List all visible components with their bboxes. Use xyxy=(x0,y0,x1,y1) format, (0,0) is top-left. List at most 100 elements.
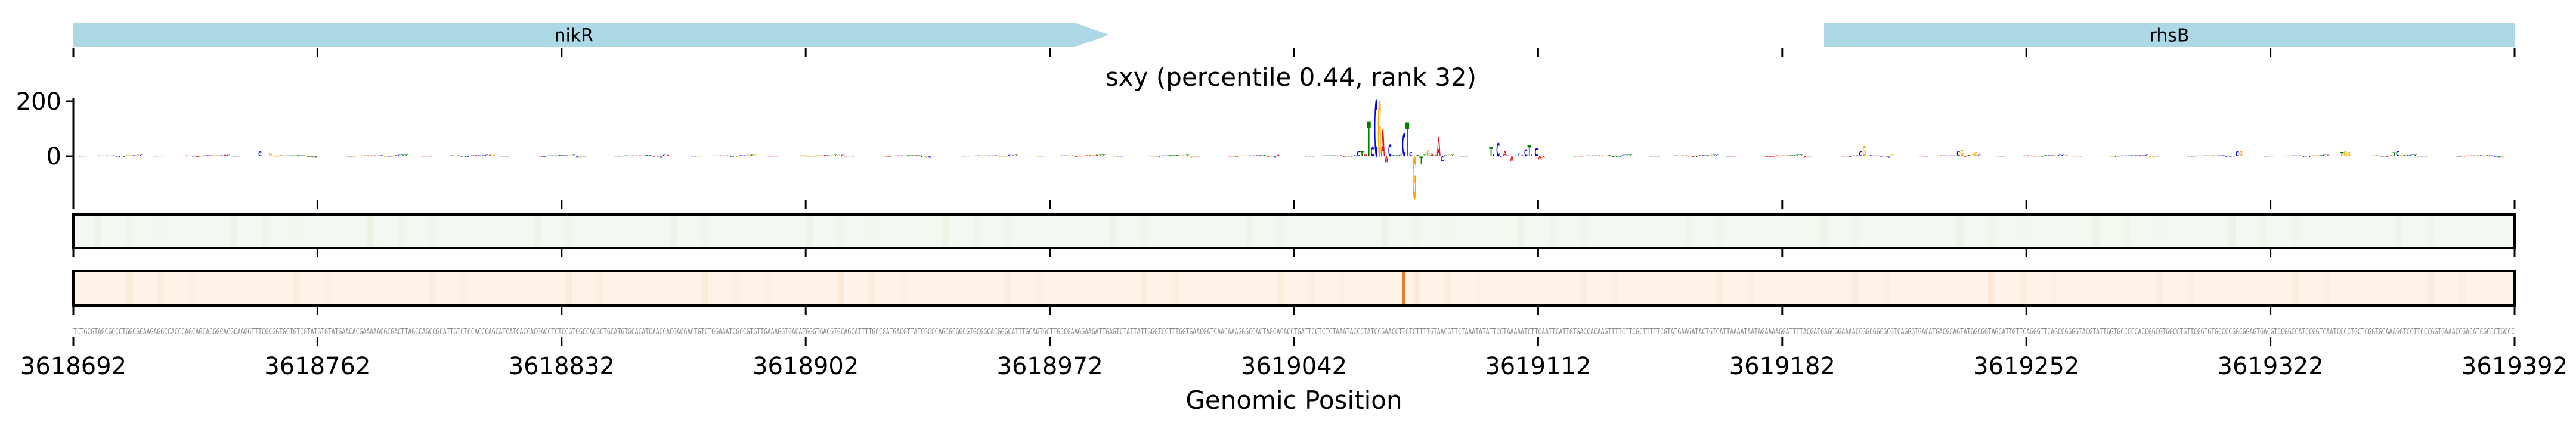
logo-letter-T: T xyxy=(321,156,325,157)
logo-letter-T: T xyxy=(1015,154,1019,157)
logo-letter-C: C xyxy=(202,156,206,157)
logo-letter-T: T xyxy=(834,154,838,157)
logo-letter-G: G xyxy=(2462,156,2466,157)
logo-letter-G: G xyxy=(1677,156,1681,157)
track-1-signal xyxy=(1716,214,1723,248)
logo-letter-C: C xyxy=(2058,154,2062,157)
logo-letter-A: A xyxy=(332,156,336,157)
logo-letter-C: C xyxy=(1622,154,1626,157)
track-2-signal xyxy=(1004,271,1012,306)
logo-letter-G: G xyxy=(2068,156,2072,157)
logo-letter-T: T xyxy=(279,156,283,157)
logo-letter-C: C xyxy=(2487,155,2490,157)
logo-letter-C: C xyxy=(631,156,635,157)
logo-letter-G: G xyxy=(2054,155,2058,157)
logo-letter-C: C xyxy=(1535,147,1538,159)
x-tick-label: 3618902 xyxy=(753,353,859,380)
logo-letter-A: A xyxy=(687,156,691,157)
logo-letter-C: C xyxy=(478,155,481,157)
logo-letter-A: A xyxy=(1692,156,1696,157)
logo-letter-C: C xyxy=(2382,156,2386,157)
logo-letter-C: C xyxy=(732,156,736,157)
logo-letter-A: A xyxy=(642,155,646,156)
logo-letter-G: G xyxy=(1203,156,1207,157)
logo-letter-G: G xyxy=(837,155,841,157)
track-2-signal xyxy=(1172,271,1179,306)
logo-letter-G: G xyxy=(2201,156,2205,157)
logo-letter-G: G xyxy=(244,156,248,157)
logo-letter-G: G xyxy=(2312,155,2316,157)
track-1-signal xyxy=(2228,214,2236,248)
logo-letter-A: A xyxy=(1964,156,1968,158)
logo-letter-C: C xyxy=(994,155,998,156)
logo-letter-C: C xyxy=(2131,155,2135,156)
logo-letter-A: A xyxy=(634,156,639,157)
logo-letter-G: G xyxy=(2072,156,2075,157)
logo-letter-G: G xyxy=(384,156,388,158)
logo-letter-G: G xyxy=(2037,156,2041,157)
logo-letter-C: C xyxy=(419,156,422,157)
logo-letter-A: A xyxy=(509,156,513,157)
gene-annotation-track: nikR rhsB xyxy=(73,23,2515,47)
track-1-signal xyxy=(1140,214,1148,248)
track-2-signal xyxy=(2155,271,2163,306)
logo-letter-T: T xyxy=(2319,154,2323,157)
logo-letter-C: C xyxy=(2420,156,2424,157)
logo-letter-A: A xyxy=(1465,156,1469,157)
logo-letter-T: T xyxy=(1416,155,1420,157)
logo-letter-A: A xyxy=(652,156,657,158)
logo-letter-C: C xyxy=(2424,156,2428,157)
logo-letter-C: C xyxy=(2218,155,2222,156)
track-2-signal xyxy=(2459,271,2466,306)
logo-letter-A: A xyxy=(1085,155,1089,157)
track-2-signal xyxy=(429,271,436,306)
track-2-signal xyxy=(125,271,133,306)
logo-letter-A: A xyxy=(237,156,242,157)
logo-letter-A: A xyxy=(2326,154,2330,157)
logo-letter-C: C xyxy=(2222,155,2225,156)
logo-letter-A: A xyxy=(1301,156,1305,157)
logo-letter-G: G xyxy=(711,156,715,157)
logo-letter-C: C xyxy=(1388,141,1392,160)
logo-letter-C: C xyxy=(1880,156,1884,158)
track-2-signal xyxy=(492,271,499,306)
logo-letter-C: C xyxy=(119,156,122,157)
logo-letter-G: G xyxy=(2431,156,2435,157)
logo-letter-A: A xyxy=(1109,156,1113,157)
logo-letter-A: A xyxy=(1900,156,1905,157)
logo-letter-G: G xyxy=(1688,156,1692,157)
logo-letter-G: G xyxy=(569,155,573,157)
logo-letter-G: G xyxy=(830,155,834,157)
logo-letter-A: A xyxy=(677,156,681,157)
logo-letter-G: G xyxy=(2343,150,2347,158)
logo-letter-C: C xyxy=(1632,156,1636,157)
logo-letter-T: T xyxy=(1615,156,1619,158)
logo-letter-G: G xyxy=(2347,151,2351,157)
logo-letter-A: A xyxy=(2298,156,2302,157)
logo-letter-T: T xyxy=(2333,156,2337,157)
logo-letter-T: T xyxy=(2403,155,2407,157)
logo-letter-G: G xyxy=(1036,156,1039,157)
logo-letter-C: C xyxy=(1200,156,1203,157)
chart-title: sxy (percentile 0.44, rank 32) xyxy=(1106,63,1476,92)
logo-letter-A: A xyxy=(1095,155,1099,157)
logo-letter-G: G xyxy=(2271,156,2274,157)
logo-letter-C: C xyxy=(1517,153,1521,157)
logo-letter-C: C xyxy=(1249,156,1252,157)
logo-letter-A: A xyxy=(1768,156,1772,157)
logo-letter-C: C xyxy=(1290,156,1294,157)
logo-letter-A: A xyxy=(1507,156,1511,157)
logo-letter-C: C xyxy=(1493,153,1496,157)
logo-letter-G: G xyxy=(230,156,234,157)
logo-letter-C: C xyxy=(349,156,352,157)
y-tick-label: 0 xyxy=(47,143,61,170)
track-2-signal xyxy=(1779,271,1786,306)
track-1-signal xyxy=(1852,214,1859,248)
logo-letter-G: G xyxy=(157,156,160,157)
logo-letter-C: C xyxy=(1213,156,1217,157)
logo-letter-T: T xyxy=(1102,154,1106,157)
logo-letter-C: C xyxy=(2145,154,2149,157)
logo-letter-A: A xyxy=(1775,155,1779,156)
x-tick-label: 3618762 xyxy=(264,353,370,380)
